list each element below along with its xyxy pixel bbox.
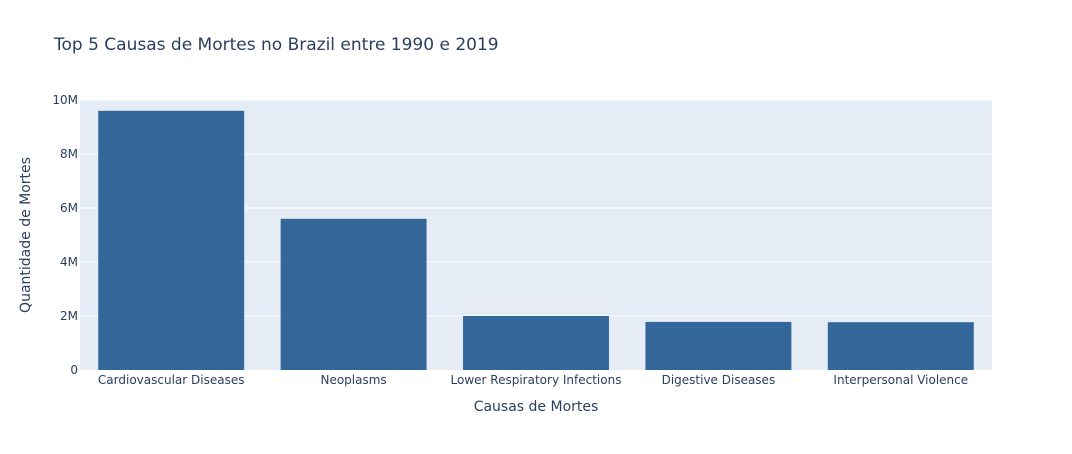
bar[interactable] — [98, 110, 245, 371]
y-tick-label: 10M — [52, 93, 78, 107]
x-tick-label: Cardiovascular Diseases — [98, 373, 245, 387]
y-tick-label: 6M — [60, 201, 78, 215]
x-tick-label: Neoplasms — [320, 373, 386, 387]
y-axis-ticks: 0 2M 4M 6M 8M 10M — [52, 93, 78, 377]
bar[interactable] — [827, 322, 974, 370]
bar[interactable] — [645, 321, 792, 370]
x-axis-ticks: Cardiovascular Diseases Neoplasms Lower Re… — [98, 373, 968, 387]
y-tick-label: 0 — [70, 363, 78, 377]
bar[interactable] — [280, 218, 427, 370]
x-tick-label: Lower Respiratory Infections — [451, 373, 622, 387]
y-tick-label: 2M — [60, 309, 78, 323]
chart-title: Top 5 Causas de Mortes no Brazil entre 1… — [53, 35, 499, 55]
bars — [98, 110, 974, 371]
x-tick-label: Interpersonal Violence — [833, 373, 968, 387]
y-tick-label: 8M — [60, 147, 78, 161]
x-axis-title: Causas de Mortes — [474, 399, 599, 415]
y-tick-label: 4M — [60, 255, 78, 269]
x-tick-label: Digestive Diseases — [662, 373, 776, 387]
bar[interactable] — [463, 316, 609, 370]
y-axis-title: Quantidade de Mortes — [18, 157, 34, 313]
